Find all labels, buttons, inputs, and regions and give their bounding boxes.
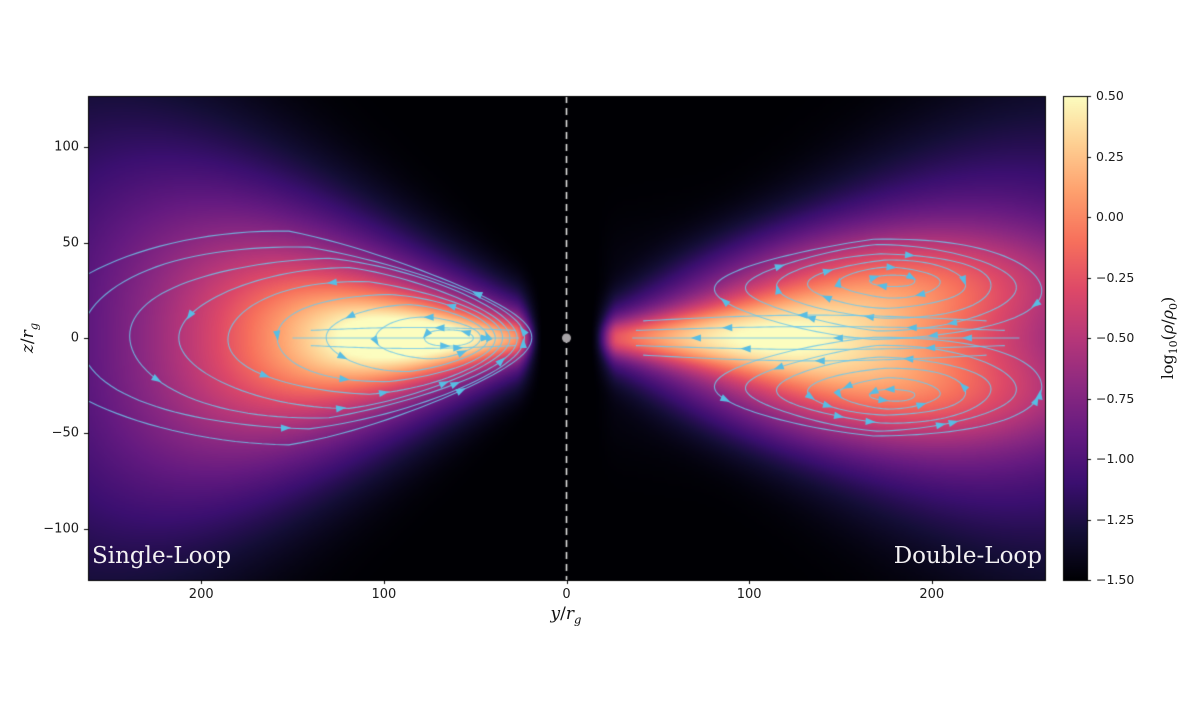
- colorbar-tick-label: −1.25: [1096, 511, 1135, 527]
- x-tick-label: 100: [736, 587, 762, 602]
- y-tick-label: 100: [54, 139, 79, 155]
- x-tick-label: 100: [371, 587, 397, 602]
- x-axis-label: y/rg: [550, 604, 582, 627]
- y-tick-label: −50: [51, 425, 79, 441]
- colorbar-tick-label: −0.25: [1096, 269, 1135, 285]
- colorbar-tick-label: −0.75: [1096, 390, 1135, 406]
- colorbar-tick-label: −0.50: [1096, 329, 1135, 345]
- panel-label-single-loop: Single-Loop: [92, 543, 232, 569]
- colorbar-tick-label: 0.00: [1096, 208, 1124, 224]
- colorbar-tick-label: −1.50: [1096, 571, 1135, 587]
- y-tick-label: −100: [43, 521, 79, 537]
- x-tick-label: 200: [188, 587, 214, 602]
- colorbar-tick-label: −1.00: [1096, 450, 1135, 466]
- x-tick-label: 200: [919, 587, 945, 602]
- colorbar-tick-label: 0.50: [1096, 87, 1124, 103]
- colorbar-label: log10(ρ/ρ0): [1157, 296, 1181, 380]
- y-axis-label: z/rg: [18, 322, 41, 354]
- colorbar-tick-label: 0.25: [1096, 148, 1124, 164]
- x-tick-label: 0: [562, 587, 571, 602]
- y-tick-label: 50: [62, 235, 79, 251]
- y-tick-label: 0: [70, 330, 79, 346]
- panel-label-double-loop: Double-Loop: [893, 543, 1042, 569]
